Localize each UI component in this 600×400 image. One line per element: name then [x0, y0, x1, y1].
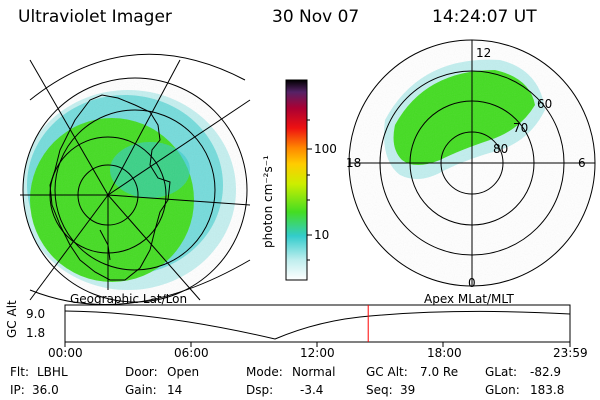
mode-value: Normal: [292, 365, 336, 379]
mlat-label-60: 60: [537, 97, 553, 111]
mlt-label-right: 6: [578, 156, 586, 170]
colorbar-tick-100: 100: [314, 142, 337, 156]
gcalt-value: 7.0 Re: [420, 365, 459, 379]
mlat-label-70: 70: [513, 121, 529, 135]
dsp-value: -3.4: [300, 383, 324, 397]
date-label: 30 Nov 07: [272, 7, 360, 27]
ip-label: IP:: [10, 383, 25, 397]
colorbar-gradient: [285, 79, 308, 281]
flt-value: LBHL: [37, 365, 68, 379]
flt-label: Flt:: [10, 365, 29, 379]
time-label: 14:24:07 UT: [432, 7, 537, 27]
gain-value: 14: [167, 383, 183, 397]
glon-value: 183.8: [530, 383, 565, 397]
seq-label: Seq:: [366, 383, 393, 397]
altitude-curve: [64, 310, 571, 340]
mlt-label-top: 12: [476, 46, 492, 60]
altitude-plot: [64, 304, 571, 347]
right-panel-label: Apex MLat/MLT: [424, 292, 514, 306]
gain-label: Gain:: [125, 383, 157, 397]
xtick-0600: 06:00: [174, 346, 209, 360]
altitude-ytick-low: 1.8: [26, 326, 46, 340]
altitude-axis-label: GC Alt: [5, 300, 19, 338]
left-panel-label: Geographic Lat/Lon: [70, 292, 188, 306]
dsp-label: Dsp:: [246, 383, 274, 397]
polar-image: [348, 39, 596, 287]
instrument-title: Ultraviolet Imager: [18, 7, 172, 27]
glon-label: GLon:: [485, 383, 520, 397]
xtick-0000: 00:00: [48, 346, 83, 360]
geographic-image: [20, 53, 251, 306]
door-value: Open: [167, 365, 200, 379]
altitude-plot-frame: [64, 304, 571, 343]
colorbar: [285, 79, 312, 281]
mlt-label-bottom: 0: [468, 276, 476, 290]
mlt-label-left: 18: [346, 156, 362, 170]
glat-label: GLat:: [485, 365, 518, 379]
ip-value: 36.0: [32, 383, 59, 397]
door-label: Door:: [125, 365, 158, 379]
colorbar-tick-10: 10: [314, 228, 330, 242]
coastline: [49, 94, 171, 281]
mlat-label-80: 80: [493, 142, 509, 156]
glat-value: -82.9: [530, 365, 562, 379]
colorbar-unit-label: photon cm⁻²s⁻¹: [261, 155, 275, 248]
altitude-ytick-high: 9.0: [26, 307, 46, 321]
mode-label: Mode:: [246, 365, 283, 379]
xtick-1800: 18:00: [427, 346, 462, 360]
xtick-1200: 12:00: [300, 346, 335, 360]
gcalt-label: GC Alt:: [366, 365, 408, 379]
xtick-2359: 23:59: [553, 346, 588, 360]
seq-value: 39: [400, 383, 416, 397]
